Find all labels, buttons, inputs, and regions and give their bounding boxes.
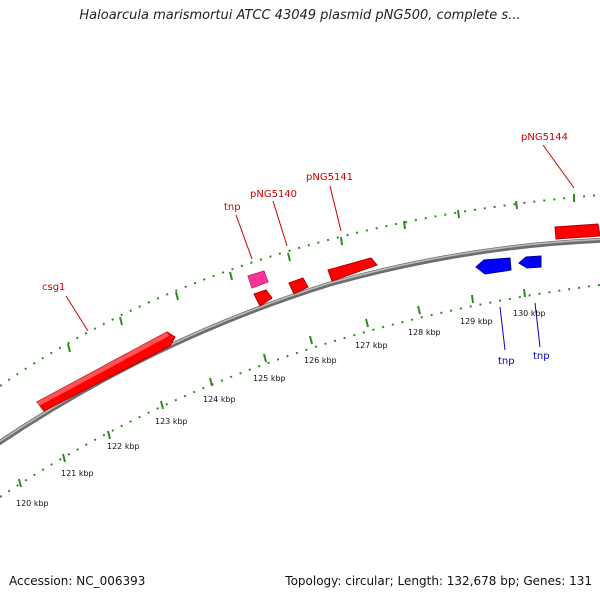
scale-labels: 120 kbp 121 kbp 122 kbp 123 kbp 124 kbp … — [16, 309, 546, 508]
tick-label-129: 129 kbp — [460, 317, 493, 326]
gene-label-csg1: csg1 — [42, 282, 65, 293]
topology-summary: Topology: circular; Length: 132,678 bp; … — [285, 574, 592, 588]
gene-labels: csg1 tnp pNG5140 pNG5141 pNG5144 tnp tnp — [42, 132, 568, 367]
tick-label-125: 125 kbp — [253, 374, 286, 383]
gene-shading-csg1 — [37, 332, 169, 406]
tick-label-126: 126 kbp — [304, 356, 337, 365]
forward-features — [36, 223, 600, 412]
gene-arrow-pNG5140[interactable] — [253, 289, 273, 307]
gene-label-tnp-reverse-1: tnp — [498, 356, 515, 367]
outer-tick-ring — [0, 194, 600, 387]
tick-label-121: 121 kbp — [61, 469, 94, 478]
map-title: Haloarcula marismortui ATCC 43049 plasmi… — [79, 8, 521, 23]
tick-label-120: 120 kbp — [16, 499, 49, 508]
gene-arrow-csg1[interactable] — [36, 331, 176, 412]
tick-label-128: 128 kbp — [408, 328, 441, 337]
gene-arrow-tnp-reverse-1[interactable] — [475, 257, 512, 275]
label-leaders — [65, 144, 575, 351]
gene-arrow-pNG5140b[interactable] — [288, 277, 309, 295]
tick-label-127: 127 kbp — [355, 341, 388, 350]
tick-label-124: 124 kbp — [203, 395, 236, 404]
reverse-features — [475, 255, 542, 275]
gene-label-tnp: tnp — [224, 202, 241, 213]
tick-label-123: 123 kbp — [155, 417, 188, 426]
gene-arrow-pNG5144[interactable] — [554, 223, 600, 240]
gene-label-pNG5141: pNG5141 — [306, 172, 353, 183]
inner-tick-ring — [0, 284, 600, 498]
gene-label-tnp-reverse-2: tnp — [533, 351, 550, 362]
tick-label-130: 130 kbp — [513, 309, 546, 318]
gene-arrow-pNG5141[interactable] — [327, 257, 378, 282]
gene-label-pNG5140: pNG5140 — [250, 189, 297, 200]
accession-text: Accession: NC_006393 — [9, 574, 146, 588]
tick-label-122: 122 kbp — [107, 442, 140, 451]
gene-label-pNG5144: pNG5144 — [521, 132, 568, 143]
plasmid-backbone — [0, 237, 600, 446]
gene-arrow-tnp-feature[interactable] — [247, 270, 269, 289]
gene-arrow-tnp-reverse-2[interactable] — [518, 255, 542, 269]
